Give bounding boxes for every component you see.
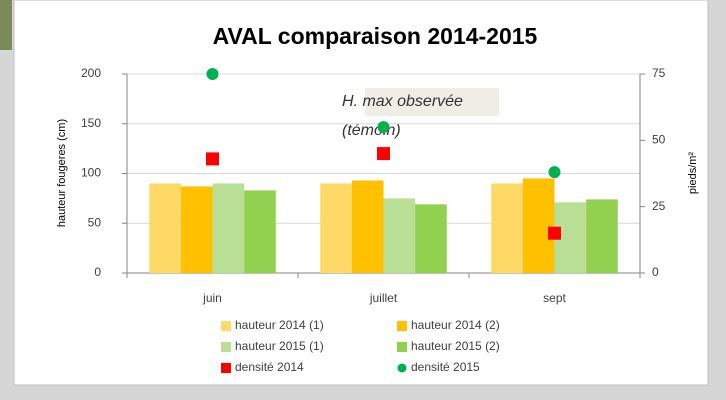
bar <box>415 204 447 273</box>
bar <box>149 183 181 273</box>
legend-swatch <box>398 364 407 373</box>
density-marker <box>548 227 561 240</box>
x-tick-label: sept <box>543 291 566 305</box>
y-tick-label: 150 <box>81 116 101 130</box>
x-tick-label: juin <box>202 291 222 305</box>
y2-axis-title: pieds/m² <box>687 152 699 195</box>
y-tick-label: 50 <box>88 215 102 229</box>
y-tick-label: 0 <box>94 265 101 279</box>
density-marker <box>377 147 390 160</box>
bar <box>244 190 276 273</box>
bar <box>384 198 416 273</box>
density-marker <box>206 152 219 165</box>
density-marker <box>378 121 390 133</box>
density-marker <box>207 68 219 80</box>
y-tick-label: 100 <box>81 166 101 180</box>
legend-label: densité 2014 <box>235 360 304 374</box>
legend-label: hauteur 2015 (1) <box>235 339 324 353</box>
photo-edge <box>0 0 12 50</box>
bar <box>491 183 523 273</box>
y2-tick-label: 25 <box>652 199 666 213</box>
legend-label: hauteur 2015 (2) <box>411 339 500 353</box>
bar <box>523 178 555 273</box>
legend-label: hauteur 2014 (2) <box>411 318 500 332</box>
chart: AVAL comparaison 2014-2015 hauteur fouge… <box>0 0 726 400</box>
y-tick-label: 200 <box>81 66 101 80</box>
legend-label: hauteur 2014 (1) <box>235 318 324 332</box>
screenshot: {"chart_data": {"type": "bar", "title": … <box>0 0 726 400</box>
annotation: H. max observée <box>342 93 463 110</box>
bar <box>181 186 213 273</box>
legend-swatch <box>221 363 231 373</box>
x-tick-label: juillet <box>369 291 398 305</box>
bar <box>320 183 352 273</box>
density-marker <box>549 166 561 178</box>
legend-swatch <box>221 342 231 352</box>
y-axis-title: hauteur fougeres (cm) <box>56 119 68 227</box>
annotation: (témoin) <box>342 122 401 139</box>
legend-swatch <box>397 342 407 352</box>
y2-tick-label: 0 <box>652 265 659 279</box>
legend-label: densité 2015 <box>411 360 480 374</box>
bar <box>352 180 384 273</box>
chart-title: AVAL comparaison 2014-2015 <box>213 23 538 49</box>
bar <box>586 199 618 273</box>
legend-swatch <box>397 321 407 331</box>
y2-tick-label: 75 <box>652 66 666 80</box>
y2-tick-label: 50 <box>652 133 666 147</box>
legend-swatch <box>221 321 231 331</box>
bar <box>213 183 245 273</box>
